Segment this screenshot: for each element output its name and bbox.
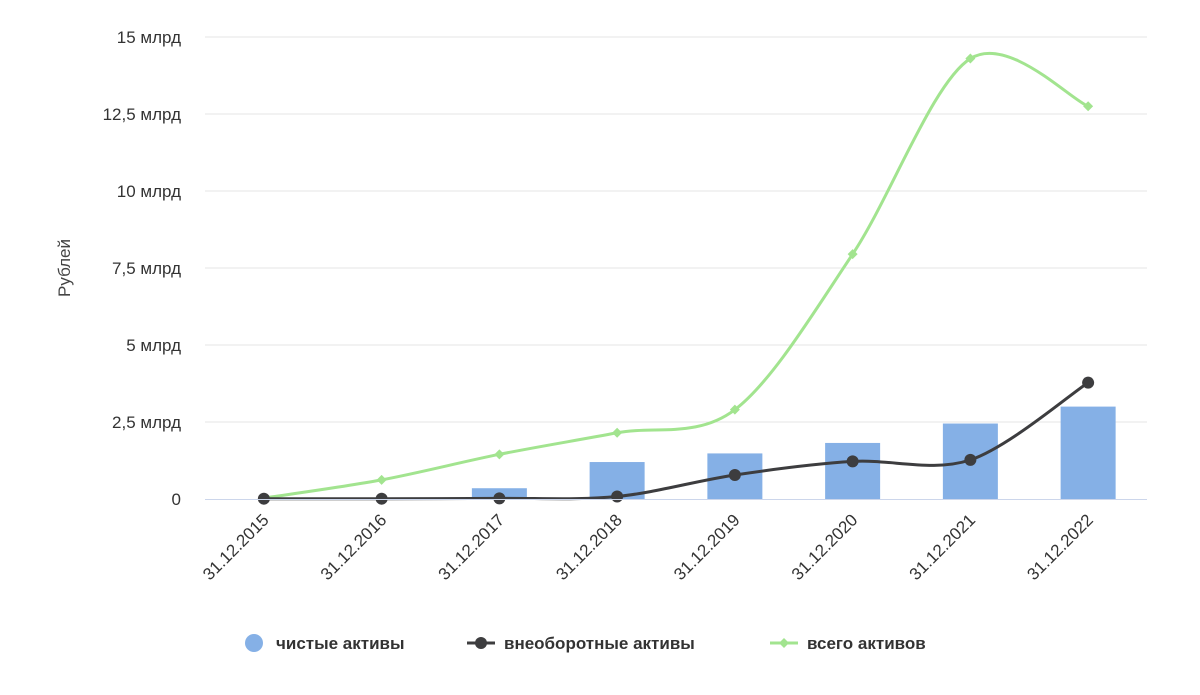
point-total-assets[interactable] xyxy=(729,404,740,415)
line-total-assets xyxy=(262,51,1090,500)
y-tick-label: 5 млрд xyxy=(126,336,181,355)
x-tick-label: 31.12.2016 xyxy=(317,510,391,584)
point-non-current-assets[interactable] xyxy=(493,492,506,505)
x-tick-label: 31.12.2019 xyxy=(670,510,744,584)
y-tick-label: 7,5 млрд xyxy=(112,259,181,278)
y-tick-label: 2,5 млрд xyxy=(112,413,181,432)
point-total-assets[interactable] xyxy=(494,449,505,460)
legend-symbol xyxy=(475,637,487,649)
x-tick-label: 31.12.2015 xyxy=(199,510,273,584)
point-non-current-assets[interactable] xyxy=(728,468,741,481)
y-axis: 0 2,5 млрд 5 млрд 7,5 млрд 10 млрд 12,5 млрд 1… xyxy=(103,28,181,509)
point-total-assets[interactable] xyxy=(847,249,858,260)
bar-net-assets xyxy=(1060,406,1116,499)
y-tick-label: 10 млрд xyxy=(117,182,181,201)
bars-net-assets xyxy=(471,406,1116,499)
point-non-current-assets[interactable] xyxy=(846,455,859,468)
legend-item-non-current-assets[interactable]: внеоборотные активы xyxy=(467,634,695,653)
legend: чистые активы внеоборотные активы всего ак… xyxy=(245,634,926,653)
x-tick-label: 31.12.2020 xyxy=(788,510,862,584)
legend-label: чистые активы xyxy=(276,634,405,653)
legend-symbol xyxy=(779,638,789,648)
y-tick-label: 15 млрд xyxy=(117,28,181,47)
y-tick-label: 0 xyxy=(172,490,181,509)
legend-item-total-assets[interactable]: всего активов xyxy=(770,634,926,653)
x-tick-label: 31.12.2021 xyxy=(906,510,980,584)
point-non-current-assets[interactable] xyxy=(1082,376,1095,389)
x-axis: 31.12.2015 31.12.2016 31.12.2017 31.12.2018… xyxy=(199,499,1147,584)
point-total-assets[interactable] xyxy=(376,474,387,485)
point-total-assets[interactable] xyxy=(612,427,623,438)
series-lines xyxy=(257,51,1095,505)
point-total-assets[interactable] xyxy=(1083,101,1094,112)
legend-label: всего активов xyxy=(807,634,926,653)
y-tick-label: 12,5 млрд xyxy=(103,105,181,124)
point-non-current-assets[interactable] xyxy=(611,490,624,503)
point-total-assets[interactable] xyxy=(965,53,976,64)
legend-item-net-assets[interactable]: чистые активы xyxy=(245,634,405,653)
x-tick-label: 31.12.2017 xyxy=(435,510,509,584)
grid-lines xyxy=(205,36,1147,423)
bar-net-assets xyxy=(825,442,881,499)
point-non-current-assets[interactable] xyxy=(257,492,270,505)
x-tick-label: 31.12.2022 xyxy=(1023,510,1097,584)
legend-label: внеоборотные активы xyxy=(504,634,695,653)
point-non-current-assets[interactable] xyxy=(375,492,388,505)
legend-symbol xyxy=(245,634,263,652)
point-non-current-assets[interactable] xyxy=(964,453,977,466)
y-axis-title: Рублей xyxy=(55,239,74,297)
x-tick-label: 31.12.2018 xyxy=(552,510,626,584)
